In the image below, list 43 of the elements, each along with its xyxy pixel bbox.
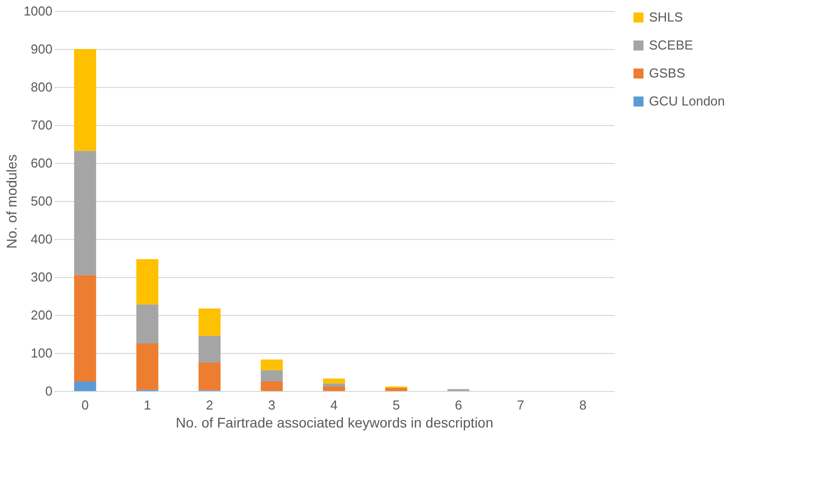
bar	[74, 150, 96, 276]
bar	[136, 304, 158, 344]
x-axis-title: No. of Fairtrade associated keywords in description	[176, 414, 494, 430]
y-tick-label: 500	[30, 194, 52, 208]
x-tick-label: 8	[579, 398, 587, 412]
bar	[74, 275, 96, 382]
y-tick-label: 700	[30, 118, 52, 132]
y-tick-label: 800	[30, 80, 52, 94]
bar	[136, 344, 158, 390]
bar	[136, 259, 158, 304]
x-tick-label: 3	[268, 398, 276, 412]
bar	[323, 378, 345, 384]
legend-label: SHLS	[649, 10, 684, 24]
bar	[198, 336, 221, 362]
y-tick-label: 100	[30, 346, 52, 360]
bar	[385, 388, 408, 391]
x-tick-label: 0	[81, 398, 89, 412]
legend-label: GCU London	[649, 94, 725, 108]
x-tick-label: 5	[392, 398, 400, 412]
x-tick-label: 1	[144, 398, 151, 412]
x-tick-label: 6	[454, 398, 462, 412]
y-tick-label: 200	[30, 308, 52, 322]
bar	[74, 49, 96, 151]
y-tick-label: 400	[30, 232, 52, 246]
y-tick-label: 1000	[24, 4, 52, 18]
y-tick-label: 600	[30, 156, 52, 170]
bar	[260, 359, 283, 370]
y-tick-label: 300	[30, 270, 52, 284]
legend-label: GSBS	[649, 66, 686, 80]
y-axis-title: No. of modules	[4, 154, 20, 249]
bar	[260, 370, 283, 382]
bar	[198, 362, 221, 390]
x-tick-label: 7	[517, 398, 524, 412]
y-tick-label: 0	[45, 384, 52, 398]
bar	[323, 383, 345, 386]
bar	[74, 382, 96, 391]
bar	[323, 386, 345, 391]
bar	[260, 382, 283, 391]
x-tick-label: 2	[206, 398, 214, 412]
y-tick-label: 900	[30, 42, 52, 56]
bar	[198, 308, 221, 336]
legend-label: SCEBE	[649, 38, 694, 52]
x-tick-label: 4	[330, 398, 338, 412]
